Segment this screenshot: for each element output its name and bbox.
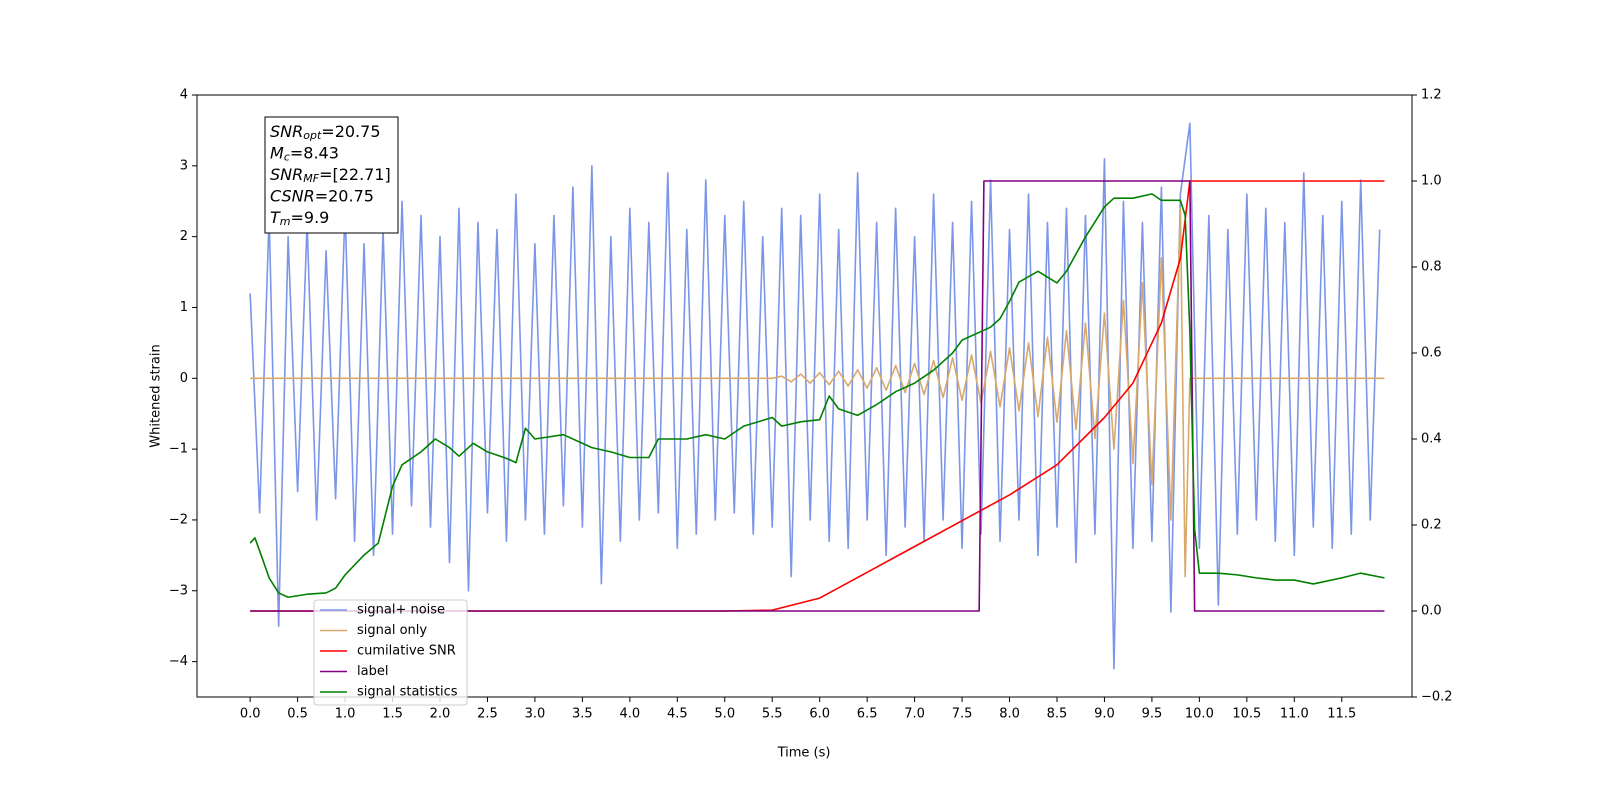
x-tick-label: 9.0 — [1094, 707, 1115, 722]
annotation-box: SNRopt=20.75Mc=8.43SNRMF=[22.71]CSNR=20.… — [264, 116, 399, 234]
y-tick-label: 0 — [180, 371, 188, 386]
x-tick-label: 6.0 — [809, 707, 830, 722]
y-tick-label: 1 — [180, 300, 188, 315]
legend-label: cumilative SNR — [357, 644, 456, 659]
annotation-value: =20.75 — [315, 186, 374, 205]
x-tick-label: 1.0 — [335, 707, 356, 722]
legend-label: label — [357, 664, 388, 679]
y2-tick-label: 0.0 — [1421, 604, 1442, 619]
y2-tick-label: 1.0 — [1421, 174, 1442, 189]
annotation-line: SNRMF=[22.71] — [270, 165, 391, 186]
series-line — [249, 122, 1381, 670]
legend-label: signal+ noise — [357, 603, 445, 618]
annotation-line: Tm=9.9 — [270, 208, 329, 229]
legend: signal+ noise signal only cumilative SNR la… — [313, 599, 468, 706]
x-tick-label: 5.5 — [762, 707, 783, 722]
annotation-symbol: M — [270, 143, 284, 162]
x-tick-label: 8.5 — [1047, 707, 1068, 722]
x-tick-label: 2.0 — [430, 707, 451, 722]
y-tick-label: −1 — [169, 442, 188, 457]
annotation-line: Mc=8.43 — [270, 143, 339, 164]
x-tick-label: 2.5 — [477, 707, 498, 722]
series-line — [250, 180, 1385, 612]
y2-tick-label: −0.2 — [1421, 690, 1453, 705]
x-tick-label: 6.5 — [857, 707, 878, 722]
x-tick-label: 3.0 — [525, 707, 546, 722]
y2-tick-label: 1.2 — [1421, 88, 1442, 103]
x-tick-label: 8.0 — [999, 707, 1020, 722]
annotation-symbol: T — [270, 208, 281, 227]
y-tick-label: 4 — [180, 88, 188, 103]
legend-label: signal only — [357, 623, 427, 638]
legend-frame — [313, 599, 468, 706]
x-axis-label: Time (s) — [777, 746, 831, 761]
x-tick-label: 10.0 — [1185, 707, 1214, 722]
y-tick-label: −4 — [169, 654, 188, 669]
annotation-subscript: opt — [303, 129, 322, 142]
y-tick-label: −2 — [169, 512, 188, 527]
y-axis-label: Whitened strain — [149, 344, 164, 447]
x-tick-label: 1.5 — [382, 707, 403, 722]
y2-tick-label: 0.4 — [1421, 432, 1442, 447]
y-tick-label: −3 — [169, 583, 188, 598]
annotation-subscript: MF — [303, 172, 319, 185]
y2-tick-label: 0.8 — [1421, 260, 1442, 275]
plot-frame — [196, 94, 1413, 698]
x-tick-label: 4.0 — [620, 707, 641, 722]
annotation-symbol: SNR — [270, 165, 303, 184]
y-tick-label: 3 — [180, 158, 188, 173]
annotation-line: SNRopt=20.75 — [270, 122, 381, 143]
annotation-line: CSNR=20.75 — [270, 186, 374, 205]
annotation-frame — [264, 116, 399, 234]
y2-tick-label: 0.2 — [1421, 518, 1442, 533]
x-tick-label: 11.5 — [1327, 707, 1356, 722]
x-tick-label: 7.5 — [952, 707, 973, 722]
x-tick-label: 11.0 — [1280, 707, 1309, 722]
annotation-value: =20.75 — [321, 122, 380, 141]
series-line — [249, 193, 1385, 599]
annotation-subscript: c — [284, 151, 290, 164]
series-line — [250, 180, 1385, 612]
annotation-symbol: CSNR — [270, 186, 315, 205]
x-tick-label: 3.5 — [572, 707, 593, 722]
legend-label: signal statistics — [357, 685, 458, 700]
annotation-subscript: m — [280, 215, 291, 228]
annotation-symbol: SNR — [270, 122, 303, 141]
annotation-value: =8.43 — [290, 143, 339, 162]
x-tick-label: 7.0 — [904, 707, 925, 722]
annotation-value: =9.9 — [291, 208, 330, 227]
x-tick-label: 5.0 — [714, 707, 735, 722]
x-tick-label: 9.5 — [1142, 707, 1163, 722]
x-tick-label: 0.0 — [240, 707, 261, 722]
x-tick-label: 0.5 — [287, 707, 308, 722]
y-tick-label: 2 — [180, 229, 188, 244]
x-tick-label: 4.5 — [667, 707, 688, 722]
series-line — [250, 207, 1385, 578]
x-tick-label: 10.5 — [1232, 707, 1261, 722]
y2-tick-label: 0.6 — [1421, 346, 1442, 361]
annotation-value: =[22.71] — [319, 165, 391, 184]
